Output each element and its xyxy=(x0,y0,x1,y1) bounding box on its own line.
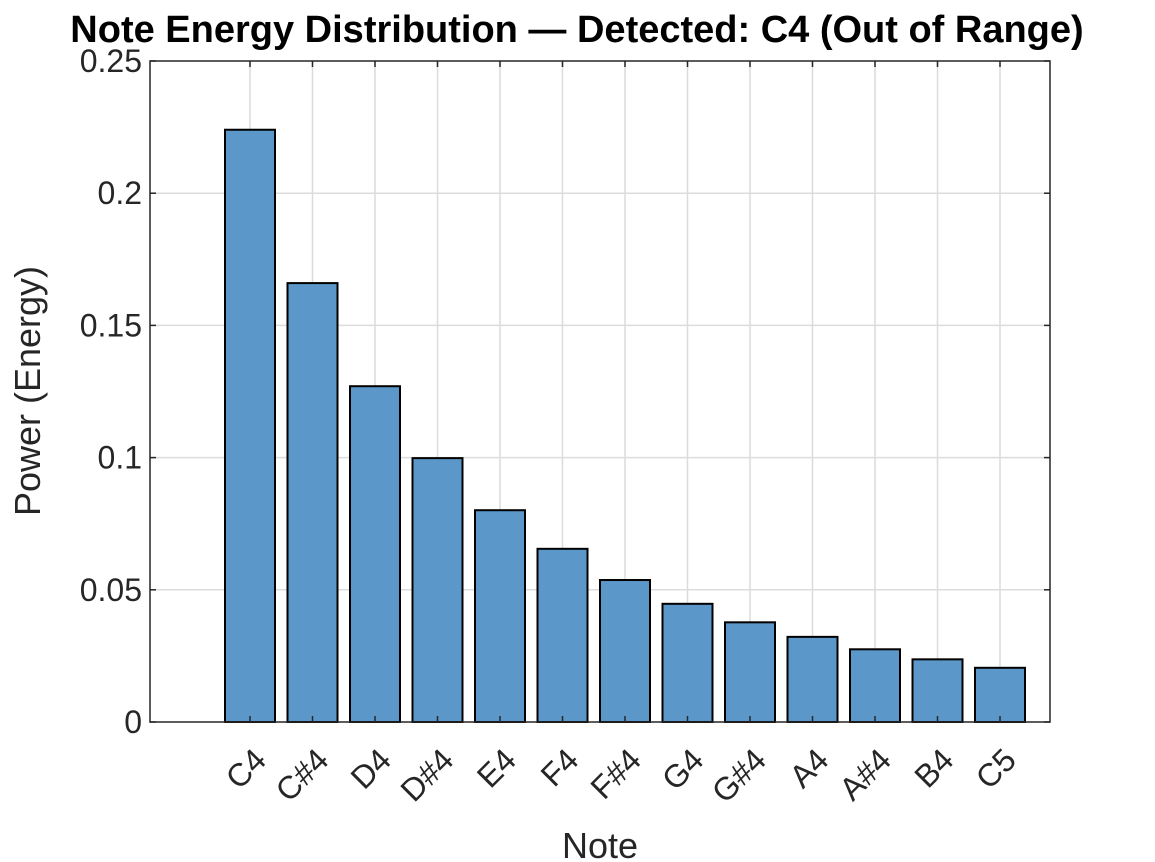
bar-f4 xyxy=(536,547,589,723)
tick-marks xyxy=(150,60,1050,723)
x-tick-label: A4 xyxy=(782,741,835,794)
x-axis-label: Note xyxy=(562,825,638,862)
y-tick-label: 0.05 xyxy=(80,572,142,608)
x-tick-label: C#4 xyxy=(268,741,335,808)
bar-c-sharp4 xyxy=(286,282,339,723)
bar-c5 xyxy=(974,666,1026,723)
x-tick-label: D4 xyxy=(344,741,398,795)
bar-b4 xyxy=(911,658,964,724)
bar-a-sharp4 xyxy=(849,648,901,723)
bar-f-sharp4 xyxy=(599,579,651,724)
y-tick-labels: 0 0.05 0.1 0.15 0.2 0.25 xyxy=(80,43,142,740)
y-tick-label: 0.25 xyxy=(80,43,142,79)
bar-e4 xyxy=(474,509,526,723)
bar-a4 xyxy=(786,635,839,724)
y-tick-label: 0.1 xyxy=(98,440,142,476)
y-tick-label: 0 xyxy=(124,704,142,740)
x-tick-label: B4 xyxy=(907,741,960,794)
bar-c4 xyxy=(224,128,276,723)
chart-title: Note Energy Distribution — Detected: C4 … xyxy=(70,9,1083,51)
y-tick-label: 0.2 xyxy=(98,175,142,211)
bars xyxy=(224,128,1026,724)
x-tick-label: C5 xyxy=(969,741,1023,795)
bar-g-sharp4 xyxy=(724,621,776,724)
y-tick-label: 0.15 xyxy=(80,307,142,343)
bar-d4 xyxy=(349,385,401,723)
x-tick-label: G#4 xyxy=(705,741,773,809)
x-tick-labels: C4C#4 D4D#4 E4 F4F#4 G4G#4 A4A#4 B4 C5 xyxy=(219,741,1023,809)
bar-d-sharp4 xyxy=(411,457,464,723)
x-tick-label: G4 xyxy=(655,741,711,797)
axes-box xyxy=(149,60,1051,723)
x-tick-label: F#4 xyxy=(584,741,648,805)
bar-g4 xyxy=(661,602,714,723)
y-axis-label: Power (Energy) xyxy=(7,266,48,516)
x-tick-label: A#4 xyxy=(832,741,898,807)
x-tick-label: D#4 xyxy=(393,741,460,808)
x-tick-label: C4 xyxy=(219,741,273,795)
x-tick-label: E4 xyxy=(470,741,523,794)
x-tick-label: F4 xyxy=(534,741,586,793)
